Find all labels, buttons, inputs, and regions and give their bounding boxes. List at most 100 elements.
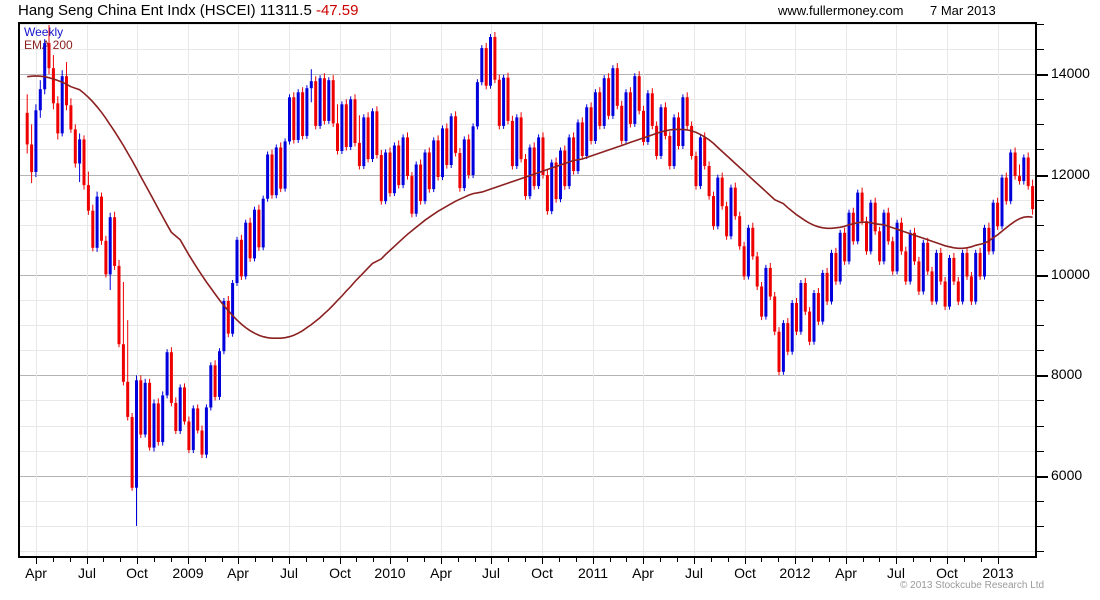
candle-body bbox=[978, 252, 982, 277]
x-axis-label: Apr bbox=[632, 565, 654, 581]
gridline-v bbox=[998, 24, 999, 556]
x-axis-tick bbox=[441, 558, 442, 564]
candle-body bbox=[73, 129, 77, 164]
x-axis-tick bbox=[896, 558, 897, 564]
candle-body bbox=[449, 116, 453, 165]
candle-body bbox=[161, 395, 165, 443]
y-axis-tick-major bbox=[1037, 74, 1048, 76]
gridline-v bbox=[390, 24, 391, 556]
candle-body bbox=[559, 150, 562, 200]
candle-body bbox=[751, 227, 755, 257]
candle-wick bbox=[127, 320, 129, 421]
candle-body bbox=[379, 155, 383, 202]
candle-body bbox=[366, 117, 370, 160]
x-axis-minor-tick bbox=[812, 558, 813, 562]
x-axis-tick bbox=[137, 558, 138, 564]
candle-body bbox=[353, 99, 357, 143]
candle-body bbox=[484, 48, 488, 86]
candle-body bbox=[799, 283, 803, 332]
x-axis-tick bbox=[795, 558, 796, 564]
y-axis-tick-minor bbox=[1037, 526, 1044, 527]
gridline-v bbox=[947, 24, 948, 556]
x-axis-label: 2013 bbox=[982, 565, 1014, 581]
candle-body bbox=[620, 105, 624, 141]
candle-body bbox=[602, 78, 606, 126]
x-axis-tick bbox=[643, 558, 644, 564]
candle-body bbox=[1022, 157, 1026, 182]
candle-body bbox=[838, 232, 842, 282]
candle-body bbox=[961, 252, 965, 302]
candle-body bbox=[746, 227, 750, 277]
candle-body bbox=[873, 202, 877, 232]
gridline-v bbox=[441, 24, 442, 556]
candle-body bbox=[292, 97, 296, 140]
x-axis-minor-tick bbox=[53, 558, 54, 562]
y-axis-label: 8000 bbox=[1051, 366, 1083, 382]
candle-body bbox=[432, 140, 436, 190]
price-change: -47.59 bbox=[315, 2, 359, 19]
candle-body bbox=[244, 222, 248, 277]
gridline-h bbox=[20, 24, 1035, 25]
candle-body bbox=[419, 164, 423, 202]
gridline-h bbox=[20, 325, 1035, 326]
candle-body bbox=[781, 323, 785, 372]
candle-body bbox=[1013, 152, 1017, 177]
candle-body bbox=[628, 92, 632, 124]
candle-body bbox=[174, 402, 178, 431]
x-axis-tick bbox=[846, 558, 847, 564]
candle-body bbox=[322, 78, 326, 121]
candle-body bbox=[362, 117, 366, 167]
candle-body bbox=[462, 139, 466, 189]
candle-body bbox=[773, 296, 777, 332]
candle-body bbox=[760, 286, 764, 317]
x-axis-label: Apr bbox=[227, 565, 249, 581]
candle-body bbox=[934, 252, 938, 302]
candle-body bbox=[489, 37, 492, 86]
candle-body bbox=[738, 216, 742, 247]
candle-body bbox=[257, 209, 261, 248]
candle-body bbox=[113, 217, 117, 266]
x-axis-minor-tick bbox=[458, 558, 459, 562]
candle-body bbox=[585, 107, 589, 156]
gridline-h bbox=[20, 476, 1035, 477]
candle-body bbox=[703, 137, 707, 166]
candle-body bbox=[231, 283, 235, 334]
candle-body bbox=[388, 152, 392, 194]
y-axis-tick-minor bbox=[1037, 551, 1044, 552]
candle-body bbox=[712, 196, 715, 227]
x-axis-label: 2009 bbox=[172, 565, 204, 581]
copyright-notice: © 2013 Stockcube Research Ltd bbox=[900, 580, 1045, 591]
candle-body bbox=[43, 43, 47, 90]
gridline-v bbox=[137, 24, 138, 556]
x-axis-label: 2010 bbox=[374, 565, 406, 581]
gridline-h bbox=[20, 350, 1035, 351]
x-axis-label: Oct bbox=[936, 565, 958, 581]
candle-body bbox=[851, 212, 855, 242]
plot-area[interactable]: Weekly EMA 200 bbox=[18, 22, 1037, 558]
candle-body bbox=[239, 239, 243, 277]
x-axis-minor-tick bbox=[272, 558, 273, 562]
gridline-h bbox=[20, 124, 1035, 125]
candle-body bbox=[646, 93, 650, 142]
y-axis-tick-minor bbox=[1037, 49, 1044, 50]
x-axis-minor-tick bbox=[475, 558, 476, 562]
candle-body bbox=[786, 323, 790, 352]
gridline-v bbox=[593, 24, 594, 556]
gridline-h bbox=[20, 275, 1035, 276]
x-axis-minor-tick bbox=[728, 558, 729, 562]
candle-body bbox=[720, 177, 724, 207]
candle-body bbox=[572, 137, 576, 171]
x-axis-minor-tick bbox=[863, 558, 864, 562]
candle-body bbox=[969, 276, 973, 302]
gridline-h bbox=[20, 375, 1035, 376]
candle-body bbox=[296, 92, 300, 140]
x-axis-minor-tick bbox=[120, 558, 121, 562]
candle-body bbox=[921, 242, 925, 292]
gridline-h bbox=[20, 225, 1035, 226]
candle-body bbox=[427, 152, 431, 190]
candle-body bbox=[274, 147, 278, 196]
x-axis-minor-tick bbox=[981, 558, 982, 562]
candle-body bbox=[471, 126, 475, 176]
gridline-v bbox=[896, 24, 897, 556]
